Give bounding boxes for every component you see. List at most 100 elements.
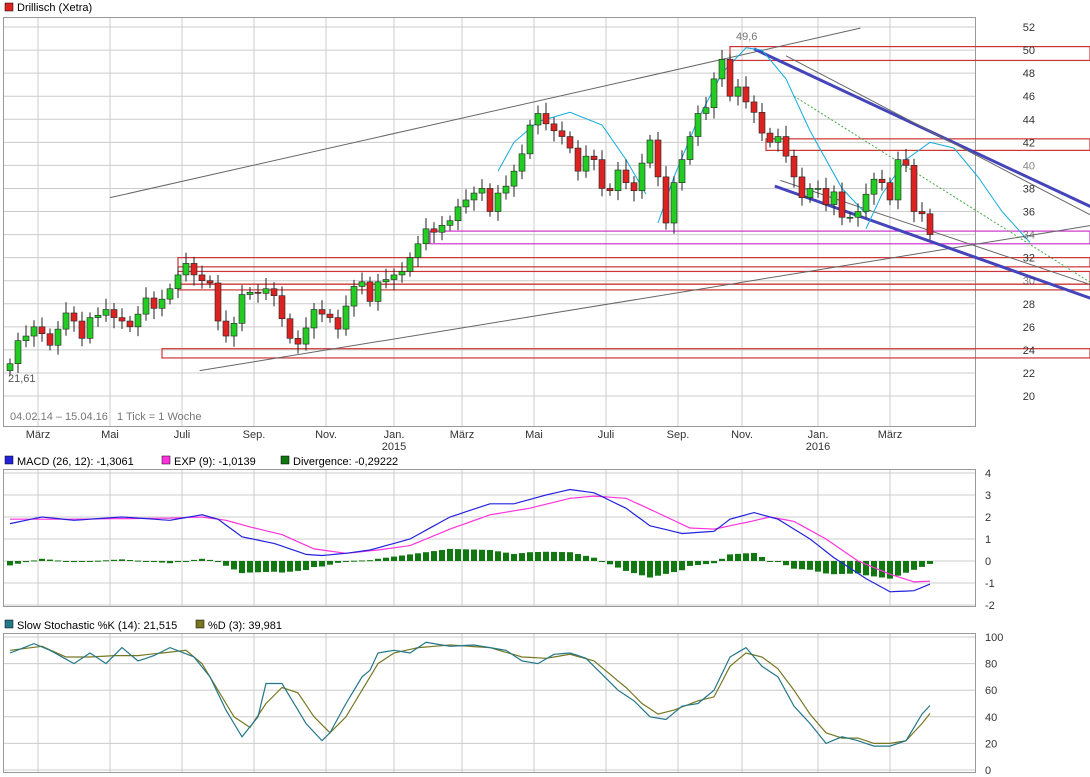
divergence-bar <box>511 553 517 561</box>
candle-body <box>462 199 470 208</box>
price-x-year-label: 2015 <box>382 441 406 453</box>
divergence-bar <box>279 561 285 573</box>
candle-body <box>126 320 134 328</box>
candle-body <box>30 326 38 337</box>
divergence-bar <box>695 561 701 566</box>
tick-info: 1 Tick = 1 Woche <box>117 411 201 423</box>
price-x-tick-label: Sep. <box>667 429 690 441</box>
candle-body <box>342 305 350 330</box>
divergence-bar <box>311 561 317 568</box>
divergence-legend: Divergence: -0,29222 <box>293 456 398 468</box>
candle-body <box>830 191 838 205</box>
candle-body <box>430 228 438 233</box>
lower-trend-line <box>199 225 1090 372</box>
price-panel: 20 22 24 26 28 30 32 34 36 38 40 42 44 46 48 50 52 März M… <box>3 2 1090 453</box>
price-x-tick-label: Nov. <box>731 429 753 441</box>
divergence-bar <box>199 558 205 561</box>
candle-body <box>182 263 190 276</box>
divergence-bar <box>111 559 117 561</box>
stoch-y-tick-label: 40 <box>985 712 997 724</box>
candle-body <box>166 288 174 300</box>
divergence-bar <box>143 561 149 562</box>
macd-grid <box>4 470 975 606</box>
candle-body <box>270 288 278 296</box>
candle-body <box>382 279 390 283</box>
candle-body <box>46 333 54 346</box>
candle-body <box>558 130 566 137</box>
stoch-lines <box>9 641 931 747</box>
divergence-bar <box>847 561 853 574</box>
divergence-bar <box>423 552 429 561</box>
divergence-bar <box>239 561 245 574</box>
candle-body <box>550 123 558 132</box>
low-label: 21,61 <box>8 373 36 385</box>
divergence-bar <box>871 561 877 577</box>
candle-body <box>838 191 846 218</box>
divergence-bar <box>903 561 909 573</box>
candle-body <box>878 178 886 183</box>
divergence-bar <box>831 561 837 575</box>
price-y-tick-label: 46 <box>1023 91 1035 103</box>
stoch-y-tick-label: 20 <box>985 738 997 750</box>
price-y-tick-label: 38 <box>1023 183 1035 195</box>
divergence-bar <box>359 560 365 562</box>
candle-body <box>598 159 606 189</box>
price-zone <box>429 230 1090 245</box>
candle-body <box>350 286 358 307</box>
candle-body <box>734 86 742 97</box>
candle-body <box>566 136 574 149</box>
price-x-tick-label: Mai <box>101 429 119 441</box>
macd-y-tick-label: -2 <box>985 600 995 612</box>
divergence-bar <box>727 554 733 561</box>
candle-body <box>174 274 182 290</box>
price-zone <box>177 257 1090 268</box>
divergence-bar <box>415 553 421 561</box>
divergence-bar <box>775 561 781 562</box>
candle-body <box>198 274 206 281</box>
candle-body <box>446 220 454 226</box>
stoch-y-tick-label: 60 <box>985 685 997 697</box>
divergence-bar <box>471 549 477 561</box>
divergence-bar <box>439 550 445 561</box>
candle-body <box>206 280 214 284</box>
price-y-tick-label: 34 <box>1023 230 1035 242</box>
divergence-bar <box>655 561 661 576</box>
divergence-bar <box>351 560 357 562</box>
divergence-bar <box>767 561 773 562</box>
divergence-bar <box>855 561 861 574</box>
price-y-tick-label: 50 <box>1023 45 1035 57</box>
divergence-bar <box>895 561 901 576</box>
candle-body <box>614 169 622 192</box>
divergence-bar <box>79 561 85 562</box>
candle-body <box>94 314 102 318</box>
candle-body <box>294 338 302 345</box>
divergence-bar <box>519 553 525 561</box>
divergence-bar <box>71 561 77 563</box>
price-x-tick-label: Juli <box>598 429 615 441</box>
divergence-bar <box>551 551 557 561</box>
divergence-bar <box>287 561 293 572</box>
price-x-tick-label: Jan. <box>808 429 829 441</box>
divergence-bar <box>399 555 405 561</box>
candle-body <box>534 113 542 126</box>
date-range: 04.02.14 – 15.04.16 <box>10 411 108 423</box>
macd-y-tick-label: 1 <box>985 534 991 546</box>
macd-y-tick-label: 4 <box>985 468 991 480</box>
divergence-bar <box>367 560 373 562</box>
divergence-bar <box>15 561 21 564</box>
candle-body <box>398 271 406 276</box>
candle-body <box>582 155 590 172</box>
price-x-tick-label: Juli <box>174 429 191 441</box>
upper-trend-line <box>109 27 861 199</box>
candle-body <box>54 328 62 346</box>
stoch-y-axis: 0 20 40 60 80 100 <box>985 632 1003 777</box>
divergence-bar <box>583 555 589 561</box>
candle-body <box>542 113 550 125</box>
stoch-grid <box>4 634 975 772</box>
divergence-bar <box>735 553 741 561</box>
candle-body <box>190 263 198 276</box>
divergence-bar <box>127 559 133 561</box>
candle-body <box>238 294 246 324</box>
divergence-bar <box>23 561 29 563</box>
